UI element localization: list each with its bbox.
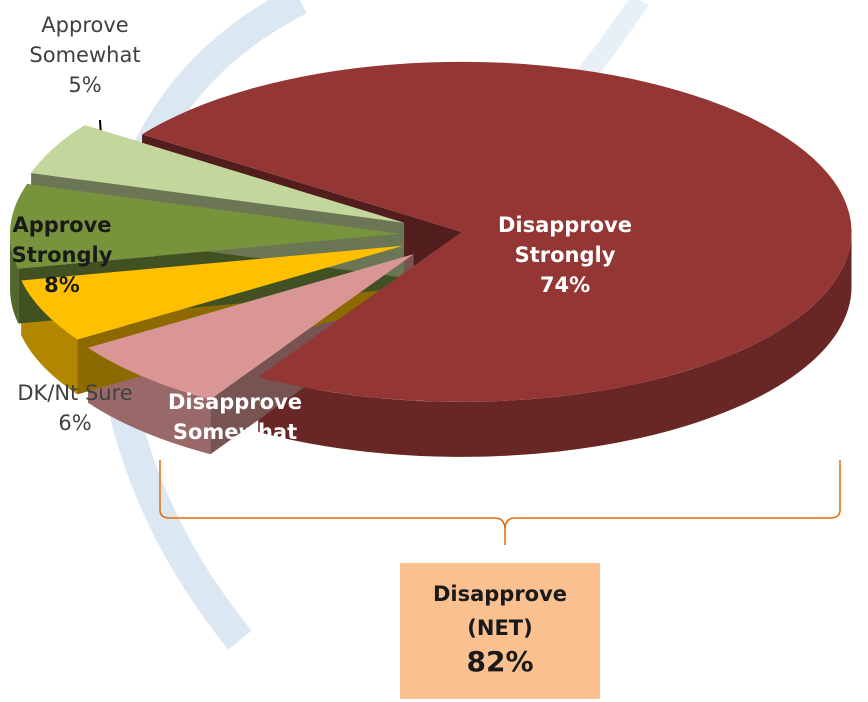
- annotation-value: 82%: [400, 645, 600, 679]
- slice-name: Approve Strongly: [7, 210, 117, 270]
- chart: Disapprove (NET) 82% Disapprove Strongly…: [0, 0, 868, 702]
- slice-value: 74%: [490, 270, 640, 300]
- slice-name: DK/Nt Sure: [0, 378, 150, 408]
- slice-name: Disapprove Strongly: [490, 210, 640, 270]
- slice-name: Disapprove Somewhat: [160, 387, 310, 447]
- net-annotation: Disapprove (NET) 82%: [400, 563, 600, 699]
- slice-name: Approve Somewhat: [10, 10, 160, 70]
- slice-value: 7%: [160, 447, 310, 477]
- slice-value: 6%: [0, 408, 150, 438]
- slice-value: 8%: [7, 270, 117, 300]
- slice-value: 5%: [10, 70, 160, 100]
- annotation-title: Disapprove (NET): [425, 577, 575, 645]
